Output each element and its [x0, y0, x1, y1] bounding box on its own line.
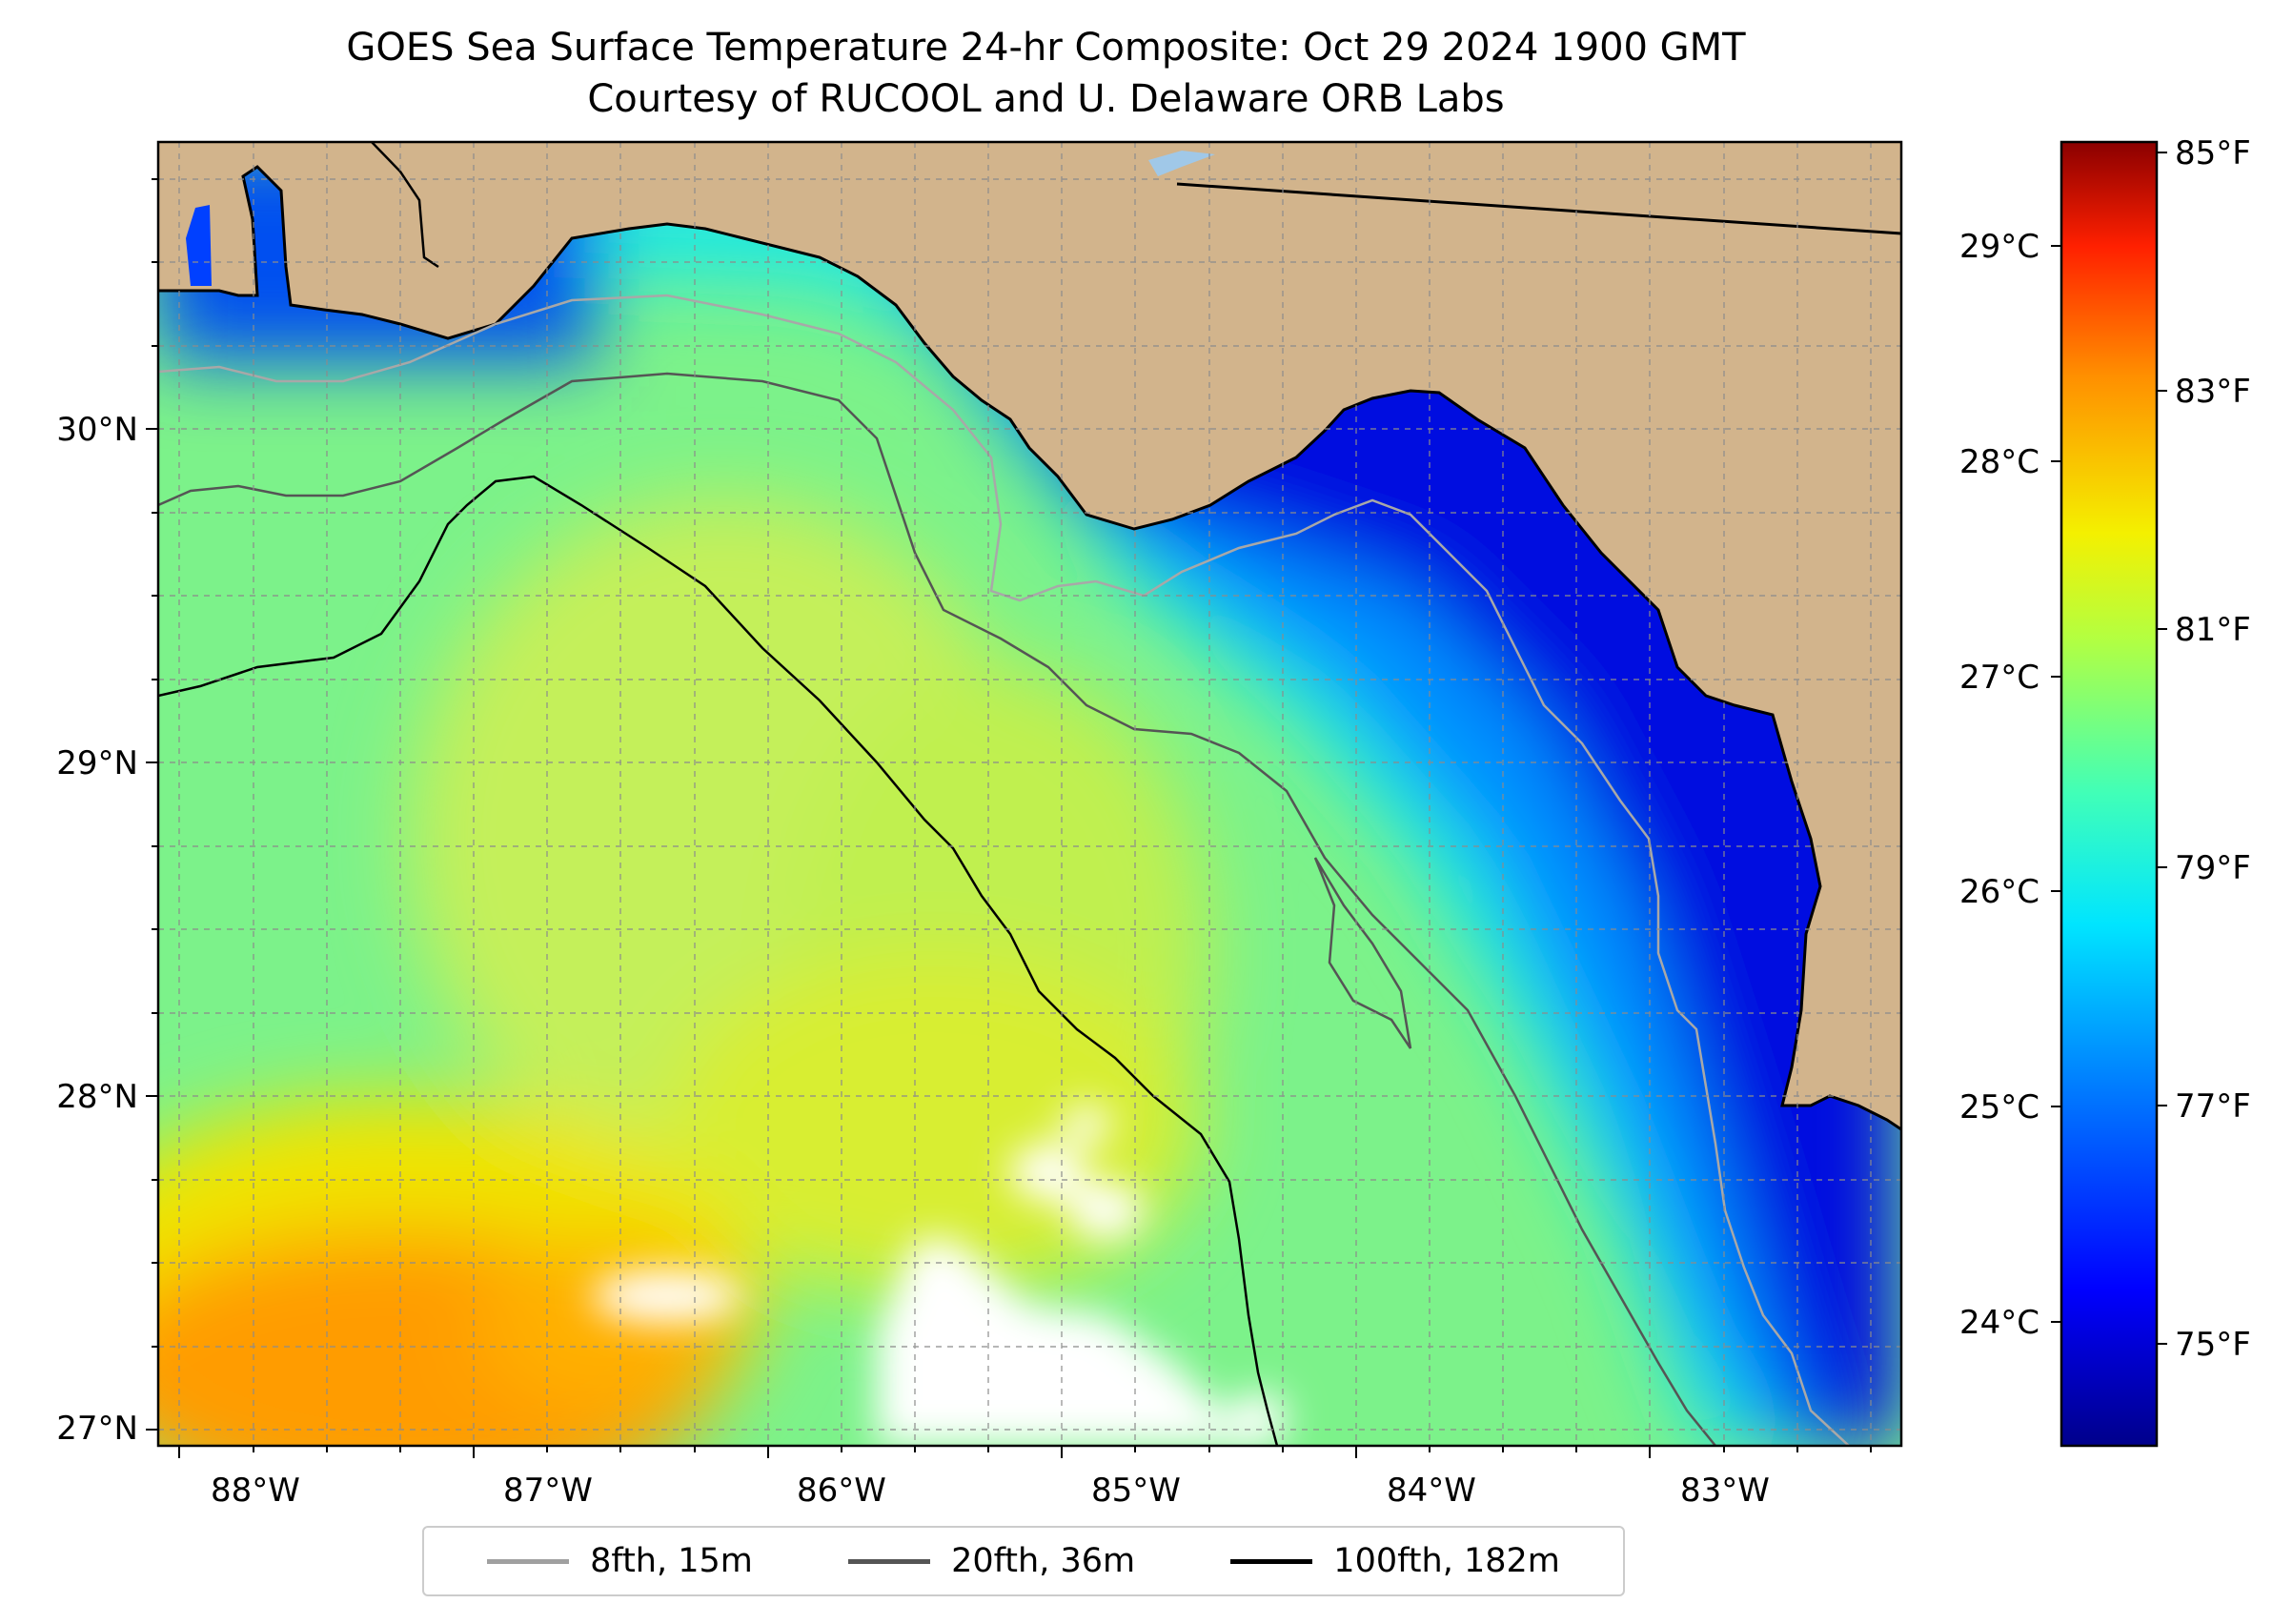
state-border-al-fl — [371, 142, 439, 269]
colorbar-fahrenheit-label: 77°F — [2175, 1087, 2251, 1126]
lat-ticks — [146, 178, 158, 1431]
map-subtitle: Courtesy of RUCOOL and U. Delaware ORB L… — [587, 77, 1505, 121]
colorbar-celsius-label: 24°C — [1959, 1304, 2039, 1342]
colorbar-celsius-label: 25°C — [1959, 1088, 2039, 1127]
lake-seminole — [1148, 151, 1215, 176]
lon-label: 85°W — [1091, 1472, 1181, 1510]
hot-region-east — [477, 1239, 743, 1411]
colorbar-fahrenheit-label: 75°F — [2175, 1326, 2251, 1364]
isobath-8fth — [158, 294, 1850, 1446]
lat-label: 28°N — [56, 1078, 138, 1116]
colorbar-fahrenheit-ticks — [2157, 152, 2167, 1345]
map-area — [158, 142, 1901, 1446]
lon-label: 86°W — [797, 1472, 886, 1510]
isobath-legend: 8fth, 15m 20fth, 36m 100fth, 182m — [422, 1526, 1625, 1596]
cloud-patch-mid3 — [1062, 1106, 1111, 1144]
land-mass — [158, 142, 1901, 1129]
colorbar-fahrenheit-label: 81°F — [2175, 611, 2251, 649]
lat-label: 30°N — [56, 411, 138, 449]
colorbar-fahrenheit-label: 83°F — [2175, 373, 2251, 411]
colorbar-celsius-label: 28°C — [1959, 443, 2039, 481]
mobile-bay — [186, 205, 212, 286]
legend-label-8fth: 8fth, 15m — [590, 1542, 753, 1580]
lon-label: 83°W — [1680, 1472, 1770, 1510]
legend-item-8fth: 8fth, 15m — [487, 1542, 753, 1580]
colorbar-celsius-ticks — [2051, 245, 2061, 1323]
state-border-ga-fl — [1176, 182, 1901, 235]
colorbar-fahrenheit-label: 79°F — [2175, 849, 2251, 887]
cloud-mask — [591, 1106, 1287, 1446]
colorbar — [2060, 140, 2159, 1448]
lon-label: 87°W — [503, 1472, 593, 1510]
cloud-patch-south — [877, 1239, 1258, 1446]
gridlines — [158, 142, 1901, 1446]
isobath-20fth-shoal — [1313, 857, 1412, 1049]
cloud-patch-mid1 — [1010, 1144, 1086, 1201]
cloud-patch-mid2 — [1067, 1182, 1144, 1239]
colorbar-fahrenheit-label: 85°F — [2175, 134, 2251, 173]
map-title: GOES Sea Surface Temperature 24-hr Compo… — [346, 26, 1746, 70]
coastline — [158, 165, 1901, 1131]
legend-item-100fth: 100fth, 182m — [1230, 1542, 1560, 1580]
isobath-100fth — [158, 475, 1279, 1446]
lon-label: 88°W — [211, 1472, 300, 1510]
legend-label-20fth: 20fth, 36m — [951, 1542, 1136, 1580]
legend-swatch-20fth — [848, 1558, 931, 1564]
cloud-patch-west — [591, 1269, 743, 1323]
isobath-20fth — [158, 372, 1716, 1446]
lat-label: 27°N — [56, 1410, 138, 1448]
cloud-patch-east — [1229, 1391, 1287, 1446]
lon-ticks — [178, 1446, 1872, 1458]
legend-swatch-8fth — [487, 1558, 570, 1564]
lon-label: 84°W — [1387, 1472, 1476, 1510]
legend-label-100fth: 100fth, 182m — [1333, 1542, 1560, 1580]
colorbar-celsius-label: 29°C — [1959, 228, 2039, 266]
legend-item-20fth: 20fth, 36m — [848, 1542, 1135, 1580]
lat-label: 29°N — [56, 744, 138, 782]
colorbar-celsius-label: 26°C — [1959, 873, 2039, 911]
legend-swatch-100fth — [1230, 1558, 1313, 1564]
colorbar-celsius-label: 27°C — [1959, 659, 2039, 697]
map-frame — [156, 140, 1903, 1448]
